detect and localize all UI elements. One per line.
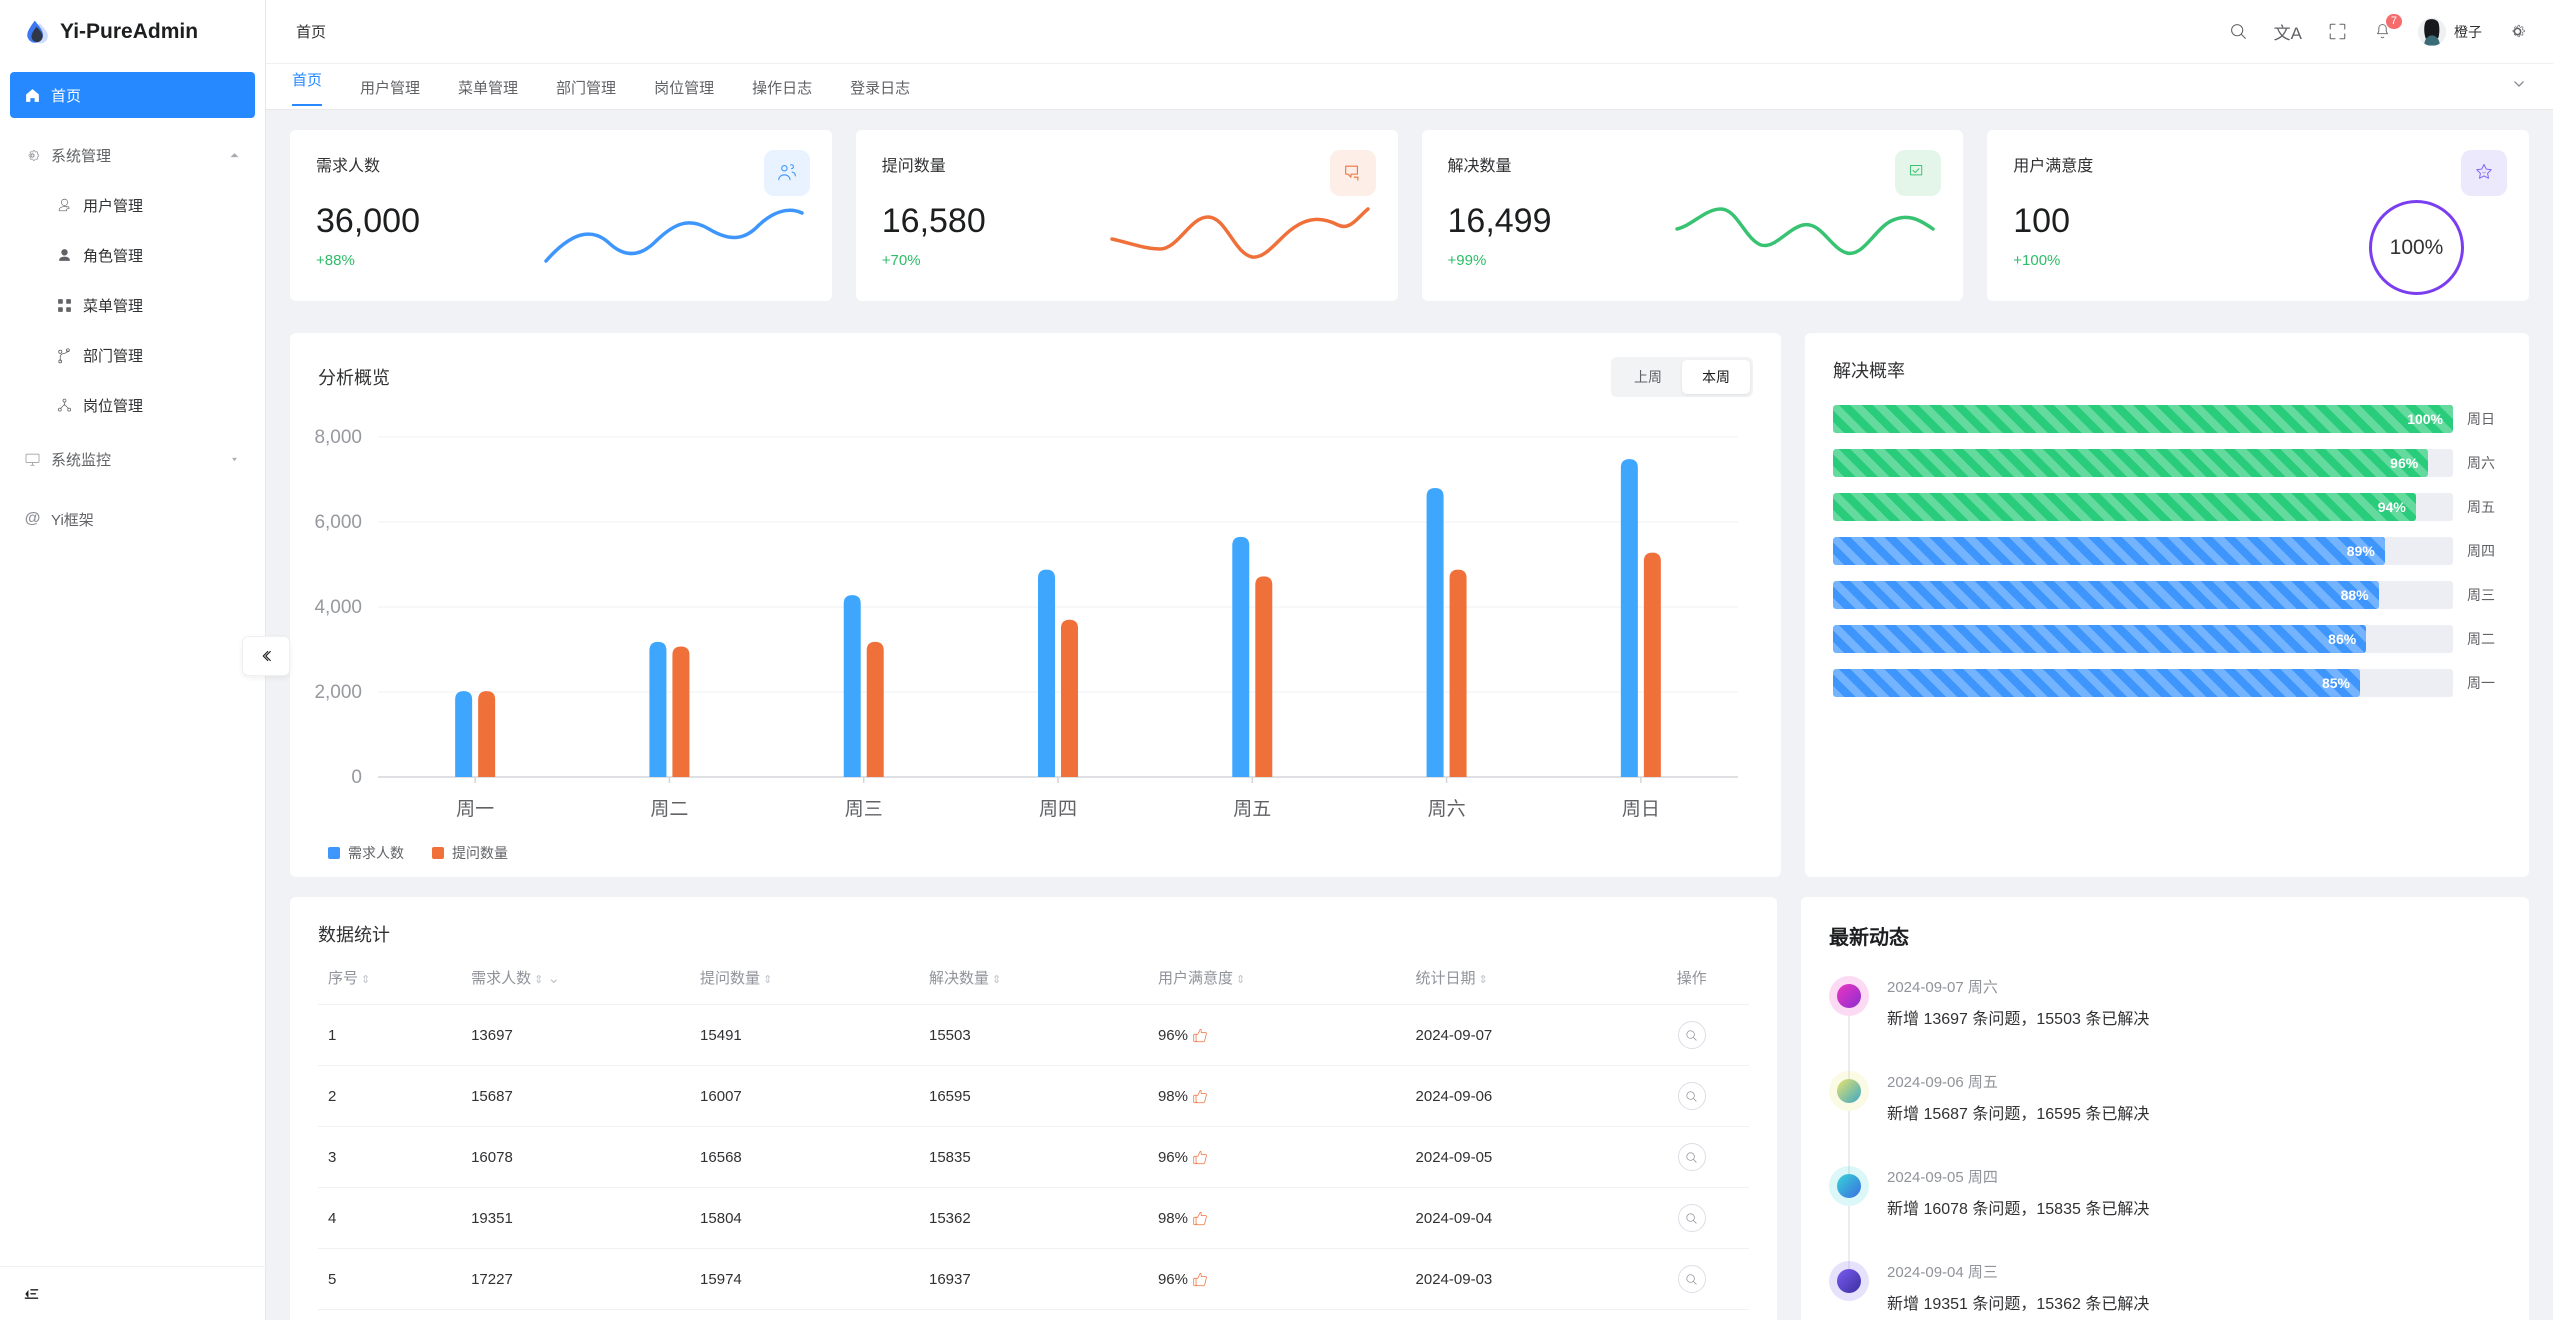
svg-text:2,000: 2,000	[314, 682, 362, 703]
svg-text:周日: 周日	[1622, 799, 1660, 820]
svg-text:6,000: 6,000	[314, 512, 362, 533]
svg-text:周一: 周一	[456, 799, 494, 820]
svg-text:0: 0	[351, 767, 362, 788]
svg-text:周五: 周五	[1233, 799, 1271, 820]
svg-text:周二: 周二	[650, 799, 688, 820]
svg-text:4,000: 4,000	[314, 597, 362, 618]
svg-text:周四: 周四	[1039, 799, 1077, 820]
svg-text:8,000: 8,000	[314, 427, 362, 448]
svg-text:周三: 周三	[845, 799, 883, 820]
svg-text:周六: 周六	[1428, 798, 1466, 820]
